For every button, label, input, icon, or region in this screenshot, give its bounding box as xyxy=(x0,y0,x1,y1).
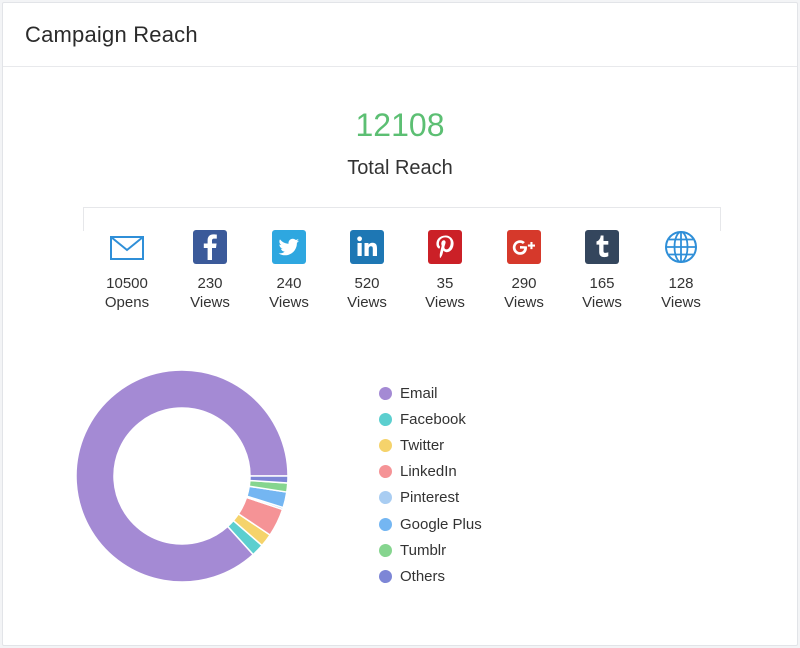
channel-count: 230 xyxy=(197,275,223,292)
channel-count: 128 xyxy=(668,275,694,292)
channel-twitter: 240 Views xyxy=(249,229,329,312)
tumblr-icon xyxy=(585,230,619,264)
channel-facebook: 230 Views xyxy=(170,229,250,312)
channel-tumblr: 165 Views xyxy=(562,229,642,312)
legend-label: Twitter xyxy=(400,436,445,454)
channel-unit: Views xyxy=(661,294,701,311)
card-title: Campaign Reach xyxy=(25,21,198,47)
card-header: Campaign Reach xyxy=(3,3,797,67)
legend-swatch xyxy=(379,438,392,452)
reach-donut-chart xyxy=(75,369,289,583)
linkedin-icon xyxy=(350,230,384,264)
legend-swatch xyxy=(379,412,392,426)
pinterest-icon xyxy=(428,230,462,264)
google-plus-icon xyxy=(507,230,541,264)
globe-icon xyxy=(665,231,697,263)
channel-unit: Views xyxy=(504,294,544,311)
channel-count: 520 xyxy=(354,275,380,292)
channel-unit: Views xyxy=(269,294,309,311)
legend-label: Pinterest xyxy=(400,489,460,507)
channel-stats-frame xyxy=(83,207,721,231)
legend-swatch xyxy=(379,386,392,400)
channel-unit: Opens xyxy=(104,294,150,311)
legend-item-linkedin[interactable]: LinkedIn xyxy=(379,459,482,485)
channel-count: 165 xyxy=(589,275,615,292)
legend-label: Email xyxy=(400,384,438,402)
channel-unit: Views xyxy=(582,294,622,311)
channel-google-plus: 290 Views xyxy=(484,229,564,312)
legend-label: Google Plus xyxy=(400,515,482,533)
channel-others: 128 Views xyxy=(641,229,721,312)
legend-label: Facebook xyxy=(400,410,466,428)
channel-unit: Views xyxy=(190,294,230,311)
legend-item-others[interactable]: Others xyxy=(379,563,482,589)
email-icon xyxy=(110,236,144,260)
legend-item-pinterest[interactable]: Pinterest xyxy=(379,485,482,511)
channel-email: 10500 Opens xyxy=(87,229,167,312)
legend-swatch xyxy=(379,543,392,557)
legend-swatch xyxy=(379,491,392,505)
channel-count: 10500 xyxy=(106,275,148,292)
total-reach-value: 12108 xyxy=(355,107,445,143)
legend-swatch xyxy=(379,465,392,479)
legend-swatch xyxy=(379,569,392,583)
chart-legend: Email Facebook Twitter LinkedIn Pinterest Goo… xyxy=(379,380,482,590)
channel-count: 35 xyxy=(436,275,454,292)
total-reach-summary: 12108 xyxy=(3,105,797,145)
legend-item-facebook[interactable]: Facebook xyxy=(379,406,482,432)
legend-label: Tumblr xyxy=(400,541,447,559)
channel-unit: Views xyxy=(347,294,387,311)
legend-item-twitter[interactable]: Twitter xyxy=(379,432,482,458)
legend-label: Others xyxy=(400,567,446,585)
channel-count: 290 xyxy=(511,275,537,292)
donut-slice-others[interactable] xyxy=(249,475,289,484)
legend-item-google-plus[interactable]: Google Plus xyxy=(379,511,482,537)
donut-slice-email[interactable] xyxy=(75,369,289,583)
channel-linkedin: 520 Views xyxy=(327,229,407,312)
channel-unit: Views xyxy=(425,294,465,311)
twitter-icon xyxy=(272,230,306,264)
legend-item-tumblr[interactable]: Tumblr xyxy=(379,537,482,563)
channel-count: 240 xyxy=(276,275,302,292)
facebook-icon xyxy=(193,230,227,264)
total-reach-label: Total Reach xyxy=(347,157,453,179)
legend-swatch xyxy=(379,517,392,531)
legend-label: LinkedIn xyxy=(400,463,457,481)
channel-pinterest: 35 Views xyxy=(405,229,485,312)
legend-item-email[interactable]: Email xyxy=(379,380,482,406)
